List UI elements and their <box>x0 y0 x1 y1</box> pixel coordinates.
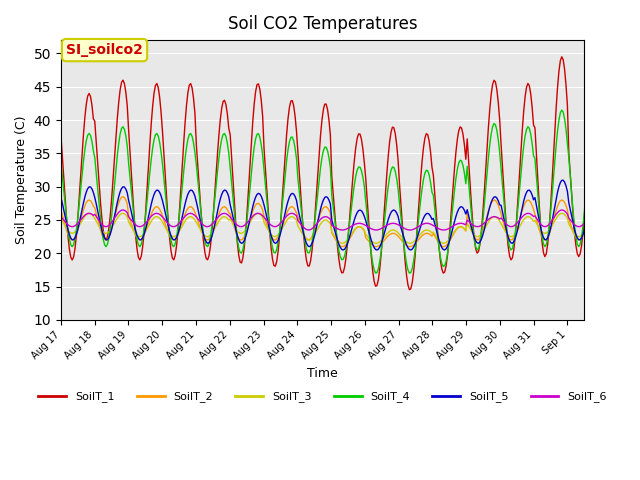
SoilT_6 <box>597 214 605 219</box>
Text: SI_soilco2: SI_soilco2 <box>66 43 143 57</box>
SoilT_1 <box>596 114 604 120</box>
SoilT_6 <box>76 219 83 225</box>
SoilT_4 <box>406 270 413 276</box>
SoilT_4 <box>444 251 451 257</box>
SoilT_5 <box>444 243 451 249</box>
X-axis label: Time: Time <box>307 367 338 380</box>
SoilT_6 <box>558 207 566 213</box>
SoilT_1 <box>597 132 605 137</box>
SoilT_4 <box>597 139 605 144</box>
SoilT_5 <box>559 177 567 183</box>
SoilT_4 <box>335 248 342 253</box>
SoilT_1 <box>76 195 83 201</box>
SoilT_1 <box>558 54 566 60</box>
SoilT_6 <box>335 227 342 232</box>
SoilT_2 <box>597 212 605 218</box>
SoilT_6 <box>57 214 65 219</box>
SoilT_4 <box>57 159 65 165</box>
Title: Soil CO2 Temperatures: Soil CO2 Temperatures <box>228 15 417 33</box>
Line: SoilT_2: SoilT_2 <box>61 197 601 247</box>
SoilT_5 <box>339 247 347 253</box>
SoilT_2 <box>525 198 533 204</box>
SoilT_2 <box>337 243 344 249</box>
SoilT_2 <box>119 194 127 200</box>
SoilT_4 <box>76 201 83 207</box>
SoilT_2 <box>445 240 452 245</box>
SoilT_4 <box>92 169 100 175</box>
SoilT_6 <box>92 214 100 219</box>
Line: SoilT_5: SoilT_5 <box>61 180 601 250</box>
SoilT_3 <box>525 214 533 220</box>
Line: SoilT_3: SoilT_3 <box>61 213 601 243</box>
SoilT_1 <box>92 138 100 144</box>
SoilT_3 <box>57 216 65 221</box>
SoilT_3 <box>597 219 605 225</box>
SoilT_2 <box>406 244 413 250</box>
Y-axis label: Soil Temperature (C): Soil Temperature (C) <box>15 116 28 244</box>
SoilT_3 <box>85 210 93 216</box>
Line: SoilT_6: SoilT_6 <box>61 210 601 230</box>
SoilT_4 <box>592 104 600 109</box>
SoilT_3 <box>440 240 447 246</box>
Legend: SoilT_1, SoilT_2, SoilT_3, SoilT_4, SoilT_5, SoilT_6: SoilT_1, SoilT_2, SoilT_3, SoilT_4, Soil… <box>34 387 611 407</box>
SoilT_5 <box>596 189 604 195</box>
SoilT_2 <box>596 209 604 215</box>
SoilT_3 <box>596 216 604 222</box>
SoilT_4 <box>524 124 532 130</box>
SoilT_6 <box>440 227 447 233</box>
SoilT_3 <box>445 237 452 242</box>
SoilT_3 <box>76 223 83 228</box>
SoilT_3 <box>337 240 344 246</box>
SoilT_5 <box>335 241 342 247</box>
SoilT_1 <box>524 81 532 86</box>
SoilT_5 <box>597 194 605 200</box>
SoilT_1 <box>57 132 65 138</box>
SoilT_5 <box>76 220 83 226</box>
SoilT_1 <box>406 287 413 292</box>
SoilT_6 <box>596 213 604 218</box>
SoilT_3 <box>93 221 101 227</box>
SoilT_2 <box>92 210 100 216</box>
SoilT_1 <box>335 256 342 262</box>
Line: SoilT_1: SoilT_1 <box>61 57 601 289</box>
SoilT_4 <box>596 124 604 130</box>
SoilT_2 <box>76 222 83 228</box>
SoilT_5 <box>57 194 65 200</box>
SoilT_6 <box>444 226 451 232</box>
Line: SoilT_4: SoilT_4 <box>61 107 601 273</box>
SoilT_1 <box>444 252 451 258</box>
SoilT_2 <box>57 207 65 213</box>
SoilT_6 <box>524 210 532 216</box>
SoilT_5 <box>92 201 100 206</box>
SoilT_5 <box>524 188 532 193</box>
